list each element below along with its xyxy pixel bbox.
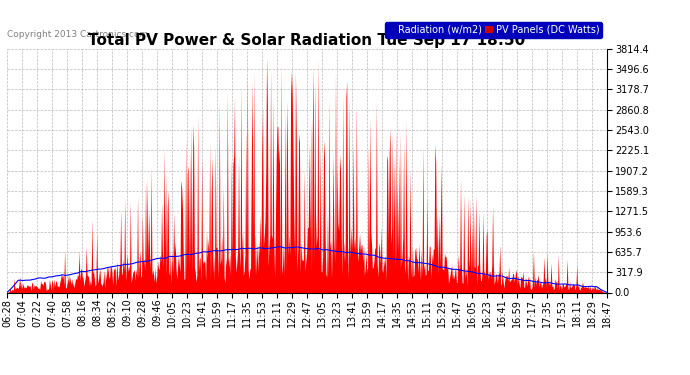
Title: Total PV Power & Solar Radiation Tue Sep 17 18:50: Total PV Power & Solar Radiation Tue Sep… xyxy=(88,33,526,48)
Legend: Radiation (w/m2), PV Panels (DC Watts): Radiation (w/m2), PV Panels (DC Watts) xyxy=(384,22,602,38)
Text: Copyright 2013 Cartronics.com: Copyright 2013 Cartronics.com xyxy=(7,30,148,39)
